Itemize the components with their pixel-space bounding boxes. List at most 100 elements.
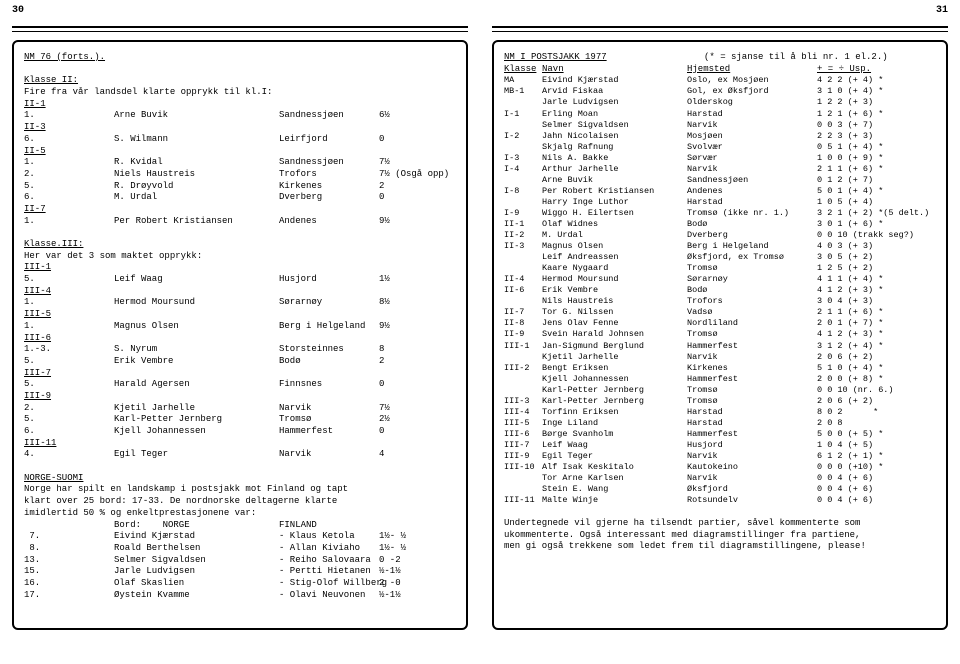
table-cell: III-2 [504,363,542,374]
table-cell: 3 0 4 (+ 3) [817,296,907,307]
table-cell: Tor Arne Karlsen [542,473,687,484]
table-cell [379,262,439,274]
table-row: 4.Egil TegerNarvik4 [24,449,456,461]
table-cell: Nordliland [687,318,817,329]
table-cell: 1. [24,297,114,309]
right-results-table: MAEivind KjærstadOslo, ex Mosjøen4 2 2 (… [504,75,936,506]
table-cell: 5. [24,414,114,426]
table-cell: III-4 [24,286,114,298]
table-cell: Harry Inge Luthor [542,197,687,208]
table-cell: Trofors [687,296,817,307]
table-cell: 7½ [379,157,439,169]
klasse2-table: II-11.Arne BuvikSandnessjøen6½II-36.S. W… [24,99,456,228]
table-cell [114,99,279,111]
klasse2-label: Klasse II: [24,75,456,87]
table-cell [504,142,542,153]
table-cell: Husjord [279,274,379,286]
table-cell: Per Robert Kristiansen [542,186,687,197]
table-cell: 0 0 10 (trakk seg?) [817,230,907,241]
table-cell: Harstad [687,407,817,418]
table-cell: Mosjøen [687,131,817,142]
table-cell: Olaf Widnes [542,219,687,230]
table-cell [504,252,542,263]
footnote-2: ukommenterte. Også interessant med diagr… [504,530,936,542]
table-cell [279,333,379,345]
table-cell: Narvik [279,403,379,415]
table-row: III-2Bengt EriksenKirkenes5 1 0 (+ 4) * [504,363,936,374]
table-cell: Sandnessjøen [687,175,817,186]
table-cell: - Stig-Olof Willberg [279,578,379,590]
bord-finland-label: FINLAND [279,520,379,532]
table-cell: M. Urdal [114,192,279,204]
table-cell: 1 0 0 (+ 9) * [817,153,907,164]
table-cell: 17. [24,590,114,602]
table-cell [504,352,542,363]
table-cell: Bodø [687,285,817,296]
table-cell: Storsteinnes [279,344,379,356]
table-cell: II-1 [504,219,542,230]
hdr-klasse: Klasse [504,64,542,76]
table-cell: 3 1 2 (+ 4) * [817,341,907,352]
table-cell: Nils A. Bakke [542,153,687,164]
table-cell: Narvik [687,120,817,131]
table-row: II-4Hermod MoursundSørarnøy4 1 1 (+ 4) * [504,274,936,285]
nm76-title: NM 76 (forts.). [24,52,456,64]
table-cell: Hammerfest [687,374,817,385]
table-cell: Arne Buvik [542,175,687,186]
table-cell: III-7 [24,368,114,380]
table-cell [114,286,279,298]
table-cell: Leif Andreassen [542,252,687,263]
table-cell: Arvid Fiskaa [542,86,687,97]
table-cell [279,99,379,111]
table-cell: I-3 [504,153,542,164]
norge-suomi-title: NORGE-SUOMI [24,473,456,485]
table-cell: Eivind Kjærstad [542,75,687,86]
table-cell: II-7 [504,307,542,318]
table-row: II-8Jens Olav FenneNordliland2 0 1 (+ 7)… [504,318,936,329]
table-cell: Stein E. Wang [542,484,687,495]
table-cell: Narvik [687,451,817,462]
table-cell: Bodø [687,219,817,230]
table-cell: Selmer Sigvaldsen [114,555,279,567]
table-row: Kjetil JarhelleNarvik2 0 6 (+ 2) [504,352,936,363]
bord-table: 7.Eivind Kjærstad- Klaus Ketola1½- ½ 8.R… [24,531,456,601]
table-row: 1.Hermod MoursundSørarnøy8½ [24,297,456,309]
table-row: III-4Torfinn EriksenHarstad8 0 2 * [504,407,936,418]
table-row: 5.R. DrøyvoldKirkenes2 [24,181,456,193]
table-cell [504,175,542,186]
table-cell: 3 1 0 (+ 4) * [817,86,907,97]
table-cell: 2 0 6 (+ 2) [817,352,907,363]
table-cell: 4 0 3 (+ 3) [817,241,907,252]
table-cell: 2 [379,181,439,193]
table-cell: Hermod Moursund [542,274,687,285]
table-cell: Dverberg [687,230,817,241]
table-cell [379,286,439,298]
table-row: 1.R. KvidalSandnessjøen7½ [24,157,456,169]
table-cell: III-11 [24,438,114,450]
table-cell: 3 2 1 (+ 2) *(5 delt.) [817,208,907,219]
table-row: I-1Erling MoanHarstad1 2 1 (+ 6) * [504,109,936,120]
table-cell: Kjetil Jarhelle [542,352,687,363]
table-cell: 4 2 2 (+ 4) * [817,75,907,86]
table-row: Nils HaustreisTrofors3 0 4 (+ 3) [504,296,936,307]
table-cell: I-2 [504,131,542,142]
table-cell: 9½ [379,321,439,333]
table-cell: Kjell Johannessen [114,426,279,438]
table-cell: - Pertti Hietanen [279,566,379,578]
table-row: III-3Karl-Petter JernbergTromsø2 0 6 (+ … [504,396,936,407]
table-cell: 1. [24,157,114,169]
table-cell: ½-1½ [379,566,439,578]
table-row: Kjell JohannessenHammerfest2 0 0 (+ 8) * [504,374,936,385]
table-cell: II-2 [504,230,542,241]
table-cell: Tromsø [687,385,817,396]
table-cell: Jens Olav Fenne [542,318,687,329]
table-cell: Olaf Skaslien [114,578,279,590]
table-cell [114,146,279,158]
table-cell: 2 0 6 (+ 2) [817,396,907,407]
bord-norge-label: Bord: NORGE [114,520,279,532]
table-cell: 2. [24,169,114,181]
table-row: 5.Leif WaagHusjord1½ [24,274,456,286]
table-row: 1.Magnus OlsenBerg i Helgeland9½ [24,321,456,333]
table-row: I-3Nils A. BakkeSørvær1 0 0 (+ 9) * [504,153,936,164]
table-row: Tor Arne KarlsenNarvik0 0 4 (+ 6) [504,473,936,484]
